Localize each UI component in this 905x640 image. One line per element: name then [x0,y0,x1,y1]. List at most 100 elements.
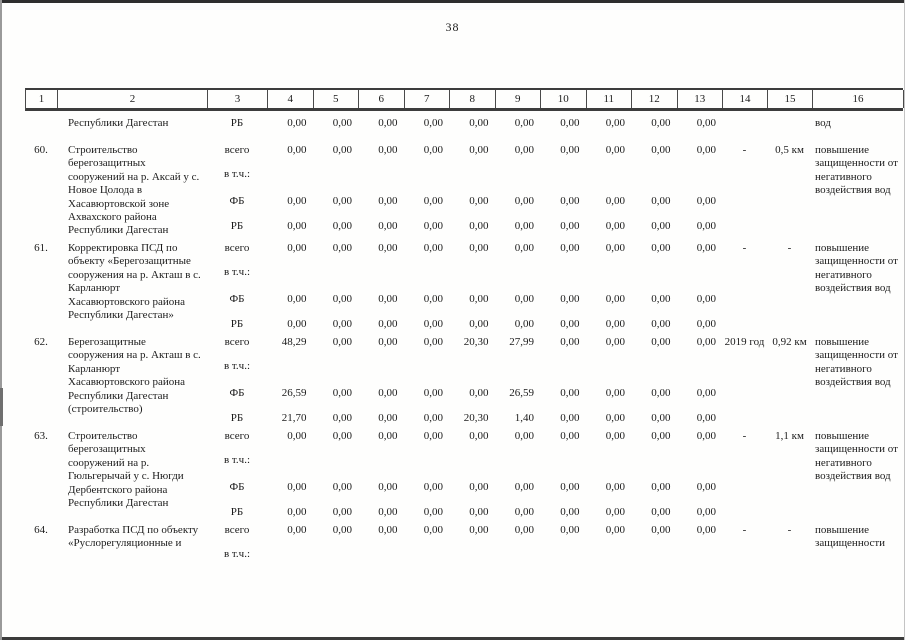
value-cell: 0,00 [605,387,625,399]
value-cell: 0,00 [560,144,580,156]
value-cell: 0,00 [378,387,398,399]
value-cell: 0,00 [423,318,443,330]
value-cell: 0,00 [651,293,671,305]
value-cell: 0,00 [696,242,716,254]
value-cell: 0,00 [469,117,489,129]
table-header-cell: 5 [314,90,359,108]
value-cell: 0,00 [514,117,534,129]
table-header-cell: 6 [359,90,405,108]
table-header-cell: 12 [632,90,678,108]
value-cell: 0,00 [605,144,625,156]
value-cell: 26,59 [281,387,307,399]
object-name: Разработка ПСД по объекту «Руслорегуляци… [68,524,199,550]
value-cell: 0,00 [423,220,443,232]
value-cell: 0,00 [605,293,625,305]
value-cell: 0,00 [287,293,307,305]
funding-label: ФБ [229,387,245,399]
object-name: Берегозащитные сооружения на р. Акташ в … [68,336,201,416]
value-cell: 0,00 [332,481,352,493]
funding-label: ФБ [229,481,245,493]
value-cell: 0,00 [514,524,534,536]
table-header-cell: 3 [208,90,268,108]
value-cell: 0,00 [332,242,352,254]
value-cell: 0,00 [514,318,534,330]
value-cell: 0,00 [605,336,625,348]
table-row-block: 64. Разработка ПСД по объекту «Руслорегул… [25,523,903,574]
value-cell: 0,00 [560,220,580,232]
term-cell: - [742,430,747,442]
value-cell: 0,00 [332,430,352,442]
value-cell: 0,00 [696,318,716,330]
funding-label: в т.ч.: [223,360,250,372]
value-cell: 0,00 [651,506,671,518]
value-cell: 0,00 [423,195,443,207]
value-cell: 0,00 [651,412,671,424]
funding-label: всего [224,524,250,536]
value-cell: 0,00 [696,506,716,518]
row-number: 62. [34,336,48,348]
value-cell: 0,00 [287,506,307,518]
funding-label: в т.ч.: [223,266,250,278]
value-cell: 0,00 [469,430,489,442]
table-row-block: 61. Корректировка ПСД по объекту «Берегоз… [25,241,903,335]
table-header-cell: 15 [768,90,813,108]
value-cell: 0,00 [332,220,352,232]
row-number: 64. [34,524,48,536]
scan-edge-bottom [0,637,905,640]
value-cell: 0,00 [378,430,398,442]
table-header-cell: 10 [541,90,587,108]
value-cell: 0,00 [514,430,534,442]
table-header-cell: 9 [496,90,541,108]
term-cell: - [742,524,747,536]
value-cell: 26,59 [509,387,534,399]
value-cell: 0,00 [560,195,580,207]
value-cell: 1,40 [514,412,534,424]
value-cell: 0,00 [605,117,625,129]
value-cell: 48,29 [281,336,307,348]
value-cell: 0,00 [651,220,671,232]
value-cell: 0,00 [378,318,398,330]
value-cell: 0,00 [378,242,398,254]
table-header-cell: 14 [723,90,768,108]
funding-label: ФБ [229,195,245,207]
value-cell: 0,00 [423,144,443,156]
page-number: 38 [445,20,460,34]
value-cell: 0,00 [514,242,534,254]
term-cell: - [742,144,747,156]
value-cell: 0,00 [605,430,625,442]
value-cell: 0,00 [378,524,398,536]
value-cell: 0,00 [378,506,398,518]
value-cell: 0,00 [651,318,671,330]
result-cell: повышение защищенности [815,524,886,550]
value-cell: 0,00 [287,220,307,232]
value-cell: 0,00 [560,318,580,330]
value-cell: 0,00 [287,318,307,330]
value-cell: 0,00 [469,387,489,399]
value-cell: 0,00 [696,524,716,536]
value-cell: 0,00 [378,117,398,129]
value-cell: 0,00 [378,144,398,156]
table-header-row: 1 2 3 4 5 6 7 8 9 10 11 12 13 14 15 16 [25,88,904,111]
value-cell: 0,00 [560,117,580,129]
value-cell: 0,00 [332,506,352,518]
value-cell: 0,00 [378,220,398,232]
capacity-cell: 0,5 км [775,144,804,156]
capacity-cell: - [787,242,792,254]
object-name: Строительство берегозащитных сооружений … [68,144,200,237]
value-cell: 0,00 [696,387,716,399]
value-cell: 0,00 [332,336,352,348]
value-cell: 0,00 [696,336,716,348]
row-number: 61. [34,242,48,254]
funding-label: в т.ч.: [223,168,250,180]
value-cell: 0,00 [560,430,580,442]
value-cell: 0,00 [469,481,489,493]
object-name: Республики Дагестан [68,117,169,129]
value-cell: 0,00 [696,430,716,442]
value-cell: 0,00 [651,336,671,348]
value-cell: 0,00 [469,293,489,305]
value-cell: 0,00 [287,117,307,129]
value-cell: 0,00 [605,195,625,207]
value-cell: 0,00 [514,220,534,232]
value-cell: 0,00 [514,293,534,305]
value-cell: 0,00 [287,242,307,254]
